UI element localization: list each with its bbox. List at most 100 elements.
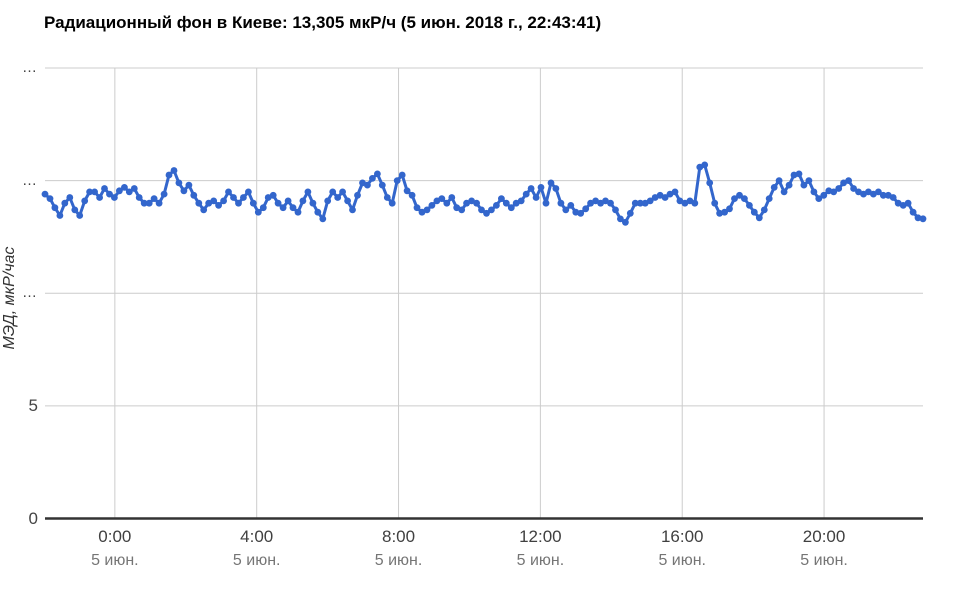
data-point[interactable] [225, 188, 232, 196]
data-point[interactable] [661, 194, 669, 201]
data-point[interactable] [304, 188, 312, 196]
data-point[interactable] [731, 195, 738, 203]
data-point[interactable] [51, 204, 59, 212]
data-point[interactable] [562, 206, 570, 214]
data-point[interactable] [160, 190, 168, 198]
data-point[interactable] [760, 206, 768, 214]
data-point[interactable] [532, 194, 540, 201]
data-point[interactable] [830, 188, 838, 196]
data-point[interactable] [403, 187, 411, 195]
data-point[interactable] [636, 199, 644, 207]
data-point[interactable] [329, 188, 337, 196]
data-point[interactable] [259, 204, 267, 212]
data-point[interactable] [41, 190, 49, 198]
data-point[interactable] [86, 188, 93, 196]
data-point[interactable] [364, 181, 371, 189]
data-point[interactable] [542, 199, 550, 207]
data-point[interactable] [81, 197, 89, 205]
data-point[interactable] [547, 179, 555, 187]
data-point[interactable] [537, 184, 545, 191]
data-point[interactable] [274, 199, 282, 207]
data-point[interactable] [145, 199, 153, 207]
data-point[interactable] [334, 194, 342, 201]
data-point[interactable] [904, 199, 912, 207]
data-point[interactable] [815, 195, 823, 203]
data-point[interactable] [269, 191, 277, 199]
data-point[interactable] [875, 188, 882, 196]
data-point[interactable] [755, 214, 763, 222]
data-point[interactable] [106, 190, 113, 198]
data-point[interactable] [96, 194, 103, 201]
data-point[interactable] [780, 188, 788, 196]
data-point[interactable] [770, 184, 778, 191]
data-point[interactable] [289, 204, 297, 212]
data-point[interactable] [349, 206, 356, 214]
data-point[interactable] [607, 199, 614, 207]
data-point[interactable] [488, 206, 495, 214]
data-point[interactable] [71, 206, 79, 214]
data-point[interactable] [195, 199, 203, 207]
data-point[interactable] [785, 181, 793, 189]
data-point[interactable] [473, 199, 480, 207]
data-point[interactable] [393, 177, 401, 185]
data-point[interactable] [309, 199, 317, 207]
data-point[interactable] [631, 199, 639, 207]
data-point[interactable] [215, 202, 223, 209]
data-point[interactable] [116, 187, 123, 195]
data-point[interactable] [775, 177, 783, 185]
data-point[interactable] [478, 206, 485, 214]
data-point[interactable] [230, 194, 237, 201]
data-point[interactable] [254, 208, 262, 216]
data-point[interactable] [408, 191, 416, 199]
data-point[interactable] [483, 209, 490, 217]
data-point[interactable] [130, 185, 138, 192]
data-point[interactable] [46, 195, 54, 203]
data-point[interactable] [175, 179, 183, 187]
data-point[interactable] [319, 215, 327, 223]
data-point[interactable] [344, 197, 351, 205]
data-point[interactable] [111, 194, 118, 201]
data-point[interactable] [567, 202, 575, 209]
data-point[interactable] [135, 194, 143, 201]
data-point[interactable] [800, 181, 808, 189]
data-point[interactable] [736, 191, 743, 199]
data-point[interactable] [582, 205, 590, 213]
data-point[interactable] [795, 170, 803, 178]
data-point[interactable] [557, 199, 565, 207]
data-point[interactable] [378, 181, 386, 189]
data-point[interactable] [61, 199, 69, 207]
data-point[interactable] [522, 190, 530, 198]
data-point[interactable] [66, 194, 74, 201]
data-point[interactable] [56, 212, 64, 219]
data-point[interactable] [721, 208, 728, 216]
data-point[interactable] [155, 199, 163, 207]
data-point[interactable] [210, 197, 218, 205]
data-point[interactable] [691, 199, 699, 207]
data-point[interactable] [527, 185, 535, 192]
data-point[interactable] [76, 212, 84, 219]
data-point[interactable] [835, 185, 843, 192]
data-point[interactable] [374, 170, 381, 178]
data-point[interactable] [180, 187, 188, 195]
data-point[interactable] [150, 195, 158, 203]
data-point[interactable] [701, 161, 709, 169]
data-point[interactable] [622, 218, 629, 226]
data-point[interactable] [493, 202, 500, 209]
data-point[interactable] [820, 191, 828, 199]
data-point[interactable] [850, 185, 857, 192]
data-point[interactable] [671, 188, 679, 196]
data-point[interactable] [517, 197, 525, 205]
data-point[interactable] [200, 206, 208, 214]
data-point[interactable] [810, 188, 818, 196]
data-point[interactable] [889, 194, 897, 201]
data-point[interactable] [448, 194, 456, 201]
data-point[interactable] [354, 191, 361, 199]
data-point[interactable] [746, 202, 753, 209]
data-point[interactable] [726, 205, 733, 213]
data-point[interactable] [577, 209, 585, 217]
data-point[interactable] [498, 195, 505, 203]
data-point[interactable] [805, 177, 813, 185]
data-point[interactable] [165, 171, 173, 179]
data-point[interactable] [121, 184, 128, 191]
data-point[interactable] [711, 199, 719, 207]
